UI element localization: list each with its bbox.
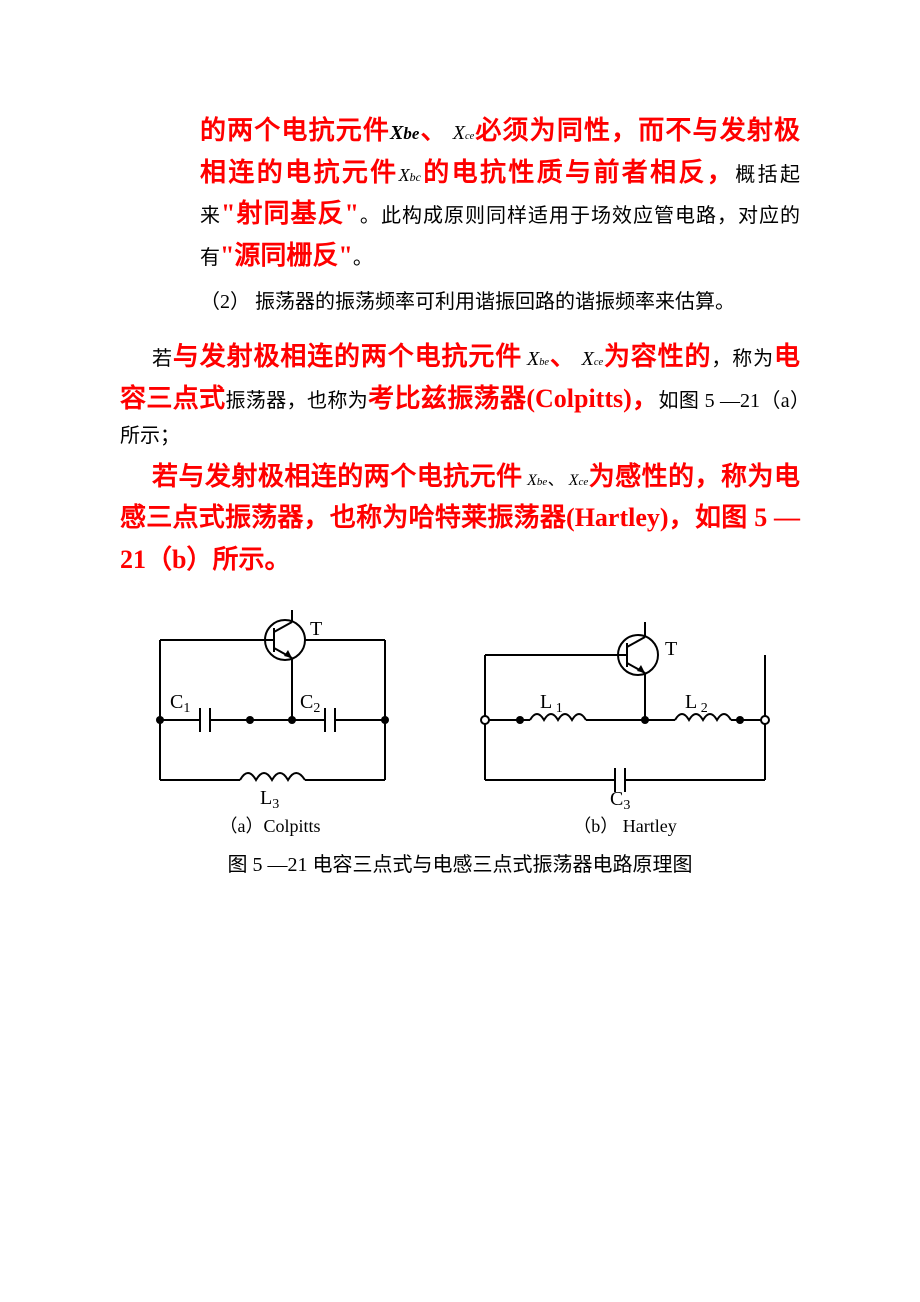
p3-xbe: Xbe	[527, 352, 549, 369]
paragraph-3: 若与发射极相连的两个电抗元件 Xbe、 Xce为容性的，称为电容三点式振荡器，也…	[120, 336, 800, 451]
hartley-caption: （b） Hartley	[460, 812, 790, 841]
p1-t1: 的两个电抗元件	[200, 116, 390, 145]
p1-t3: 的电抗性质与前者相反，	[421, 158, 735, 187]
p3-xce: Xce	[582, 352, 603, 369]
p4-xce-sym: X	[569, 472, 579, 489]
p2-num: （2）	[200, 291, 250, 313]
colpitts-svg: T C1 C2 L3	[130, 600, 410, 810]
figure-caption: 图 5 —21 电容三点式与电感三点式振荡器电路原理图	[120, 849, 800, 881]
document-page: 的两个电抗元件Xbe、 Xce必须为同性，而不与发射极相连的电抗元件Xbc的电抗…	[0, 0, 920, 941]
p1-xbe: Xbe	[390, 116, 419, 145]
p4-xce: Xce	[569, 472, 589, 489]
p1-t8: "源同栅反"	[220, 241, 353, 270]
figure-hartley: T L 1 L 2 C3 （b） Hartley	[460, 600, 790, 841]
p4-sep1: 、	[547, 472, 564, 489]
p1-t5: "射同基反"	[221, 199, 359, 228]
hartley-C3-label: C3	[610, 788, 630, 810]
colpitts-T-label: T	[310, 618, 322, 640]
p1-t6: 。	[359, 205, 381, 227]
paragraph-1: 的两个电抗元件Xbe、 Xce必须为同性，而不与发射极相连的电抗元件Xbc的电抗…	[120, 110, 800, 276]
p3-t1: 若	[152, 348, 173, 370]
p4-xbe-sub: be	[537, 476, 547, 488]
p3-t6: 振荡器，也称为	[226, 390, 369, 412]
xbe-sub: be	[403, 124, 419, 143]
colpitts-C2-label: C2	[300, 691, 320, 716]
xbe-sym: X	[390, 122, 403, 144]
p3-t3: 为容性的	[603, 342, 711, 371]
p4-xce-sub: ce	[578, 476, 588, 488]
p3-xce-sub: ce	[594, 357, 603, 368]
hartley-svg: T L 1 L 2 C3	[460, 600, 790, 810]
xce-sym: X	[453, 122, 465, 144]
hartley-L2-label: L 2	[685, 691, 708, 716]
p3-t2: 与发射极相连的两个电抗元件	[173, 342, 522, 371]
hartley-T-label: T	[665, 638, 677, 660]
xbc-sym: X	[399, 165, 410, 185]
p4-t1: 若与发射极相连的两个电抗元件	[152, 462, 523, 491]
paragraph-2: （2） 振荡器的振荡频率可利用谐振回路的谐振频率来估算。	[160, 286, 800, 318]
p1-xbc: Xbc	[399, 168, 421, 185]
colpitts-L3-label: L3	[260, 787, 279, 810]
xce-sub: ce	[465, 131, 474, 142]
paragraph-4: 若与发射极相连的两个电抗元件 Xbe、 Xce为感性的，称为电感三点式振荡器，也…	[120, 456, 800, 581]
p3-xbe-sub: be	[539, 357, 549, 368]
xbc-sub: bc	[410, 170, 421, 184]
p3-t4: ，称为	[711, 348, 774, 370]
figure-row: T C1 C2 L3 （a）Colpitts	[120, 600, 800, 841]
colpitts-C1-label: C1	[170, 691, 190, 716]
colpitts-caption: （a）Colpitts	[130, 812, 410, 841]
p3-xce-sym: X	[582, 348, 594, 370]
p3-sep1: 、	[549, 342, 577, 371]
p3-t7: 考比兹振荡器(Colpitts)，	[368, 384, 658, 413]
p2-text: 振荡器的振荡频率可利用谐振回路的谐振频率来估算。	[250, 291, 735, 313]
p4-xbe: Xbe	[527, 472, 547, 489]
hartley-L1-label: L 1	[540, 691, 563, 716]
figure-colpitts: T C1 C2 L3 （a）Colpitts	[130, 600, 410, 841]
p1-xce: Xce	[453, 126, 474, 143]
p4-xbe-sym: X	[527, 472, 537, 489]
p3-xbe-sym: X	[527, 348, 539, 370]
p1-t9: 。	[353, 247, 373, 269]
p1-sep1: 、	[419, 116, 447, 145]
